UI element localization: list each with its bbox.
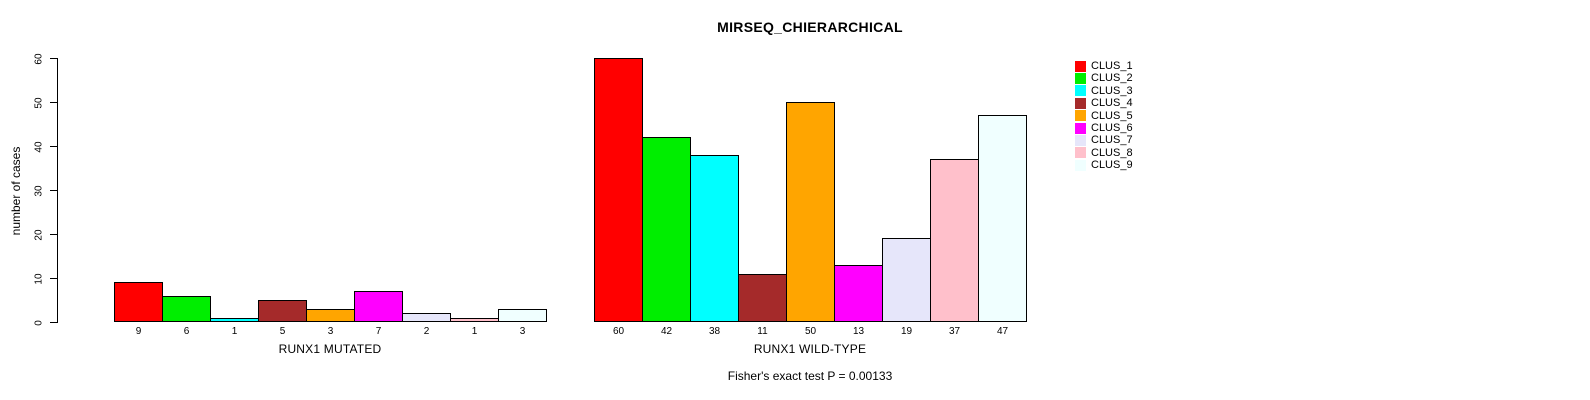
legend-item: CLUS_5 [1075, 110, 1133, 122]
bar-value-label: 6 [183, 326, 190, 337]
legend: CLUS_1 CLUS_2 CLUS_3 CLUS_4 CLUS_5 CLUS_6 CLUS… [1075, 60, 1133, 172]
bar [882, 238, 931, 322]
legend-swatch [1075, 147, 1086, 159]
bar-value-label: 5 [279, 326, 286, 337]
bar [786, 102, 835, 322]
y-tick [50, 234, 57, 235]
legend-item: CLUS_1 [1075, 60, 1133, 72]
bar-value-label: 42 [660, 326, 673, 337]
bar [306, 309, 355, 322]
legend-swatch [1075, 73, 1086, 85]
legend-label: CLUS_9 [1091, 159, 1133, 172]
bar-value-label: 37 [948, 326, 961, 337]
x-axis-group-label: RUNX1 WILD-TYPE [753, 342, 867, 356]
bar-value-label: 47 [996, 326, 1009, 337]
bar [258, 300, 307, 322]
legend-item: CLUS_9 [1075, 159, 1133, 171]
bar [834, 265, 883, 322]
bar [498, 309, 547, 322]
y-tick [50, 322, 57, 323]
bar [642, 137, 691, 322]
y-tick-label: 10 [33, 272, 45, 285]
y-tick-label: 50 [33, 96, 45, 109]
legend-label: CLUS_3 [1091, 84, 1133, 97]
bar [402, 313, 451, 322]
bar-value-label: 19 [900, 326, 913, 337]
bar [978, 115, 1027, 322]
legend-swatch [1075, 159, 1086, 171]
bar-value-label: 2 [423, 326, 430, 337]
bar-value-label: 50 [804, 326, 817, 337]
bar [354, 291, 403, 322]
bar-value-label: 13 [852, 326, 865, 337]
legend-swatch [1075, 135, 1086, 147]
legend-label: CLUS_5 [1091, 109, 1133, 122]
legend-swatch [1075, 97, 1086, 109]
y-tick [50, 58, 57, 59]
legend-item: CLUS_4 [1075, 97, 1133, 109]
bar [210, 318, 259, 322]
y-axis-line [57, 58, 58, 323]
bar [594, 58, 643, 322]
y-axis-label: number of cases [9, 146, 23, 236]
legend-item: CLUS_7 [1075, 134, 1133, 146]
legend-label: CLUS_6 [1091, 121, 1133, 134]
bar [738, 274, 787, 322]
bar-value-label: 38 [708, 326, 721, 337]
bar [114, 282, 163, 322]
bar-value-label: 60 [612, 326, 625, 337]
annotation-text: Fisher's exact test P = 0.00133 [727, 369, 893, 383]
bar-value-label: 3 [327, 326, 334, 337]
legend-swatch [1075, 122, 1086, 134]
y-tick-label: 20 [33, 228, 45, 241]
legend-label: CLUS_8 [1091, 146, 1133, 159]
legend-item: CLUS_3 [1075, 85, 1133, 97]
legend-item: CLUS_8 [1075, 147, 1133, 159]
bar [930, 159, 979, 322]
bar [690, 155, 739, 322]
legend-swatch [1075, 85, 1086, 97]
legend-label: CLUS_4 [1091, 97, 1133, 110]
legend-swatch [1075, 60, 1086, 72]
y-tick [50, 190, 57, 191]
legend-label: CLUS_7 [1091, 134, 1133, 147]
y-tick [50, 278, 57, 279]
bar-value-label: 3 [519, 326, 526, 337]
bar-value-label: 1 [471, 326, 478, 337]
bar-value-label: 11 [757, 326, 768, 337]
bar-value-label: 7 [375, 326, 382, 337]
x-axis-group-label: RUNX1 MUTATED [278, 342, 382, 356]
bar [162, 296, 211, 322]
legend-item: CLUS_6 [1075, 122, 1133, 134]
legend-item: CLUS_2 [1075, 72, 1133, 84]
y-tick [50, 146, 57, 147]
y-tick-label: 60 [33, 52, 45, 65]
y-tick-label: 40 [33, 140, 45, 153]
chart-title: MIRSEQ_CHIERARCHICAL [717, 19, 903, 35]
bar-value-label: 1 [231, 326, 238, 337]
bar-value-label: 9 [135, 326, 142, 337]
y-tick [50, 102, 57, 103]
bar [450, 318, 499, 322]
legend-label: CLUS_1 [1091, 60, 1133, 72]
y-tick-label: 30 [33, 184, 45, 197]
y-tick-label: 0 [33, 319, 45, 326]
legend-swatch [1075, 110, 1086, 122]
legend-label: CLUS_2 [1091, 72, 1133, 85]
